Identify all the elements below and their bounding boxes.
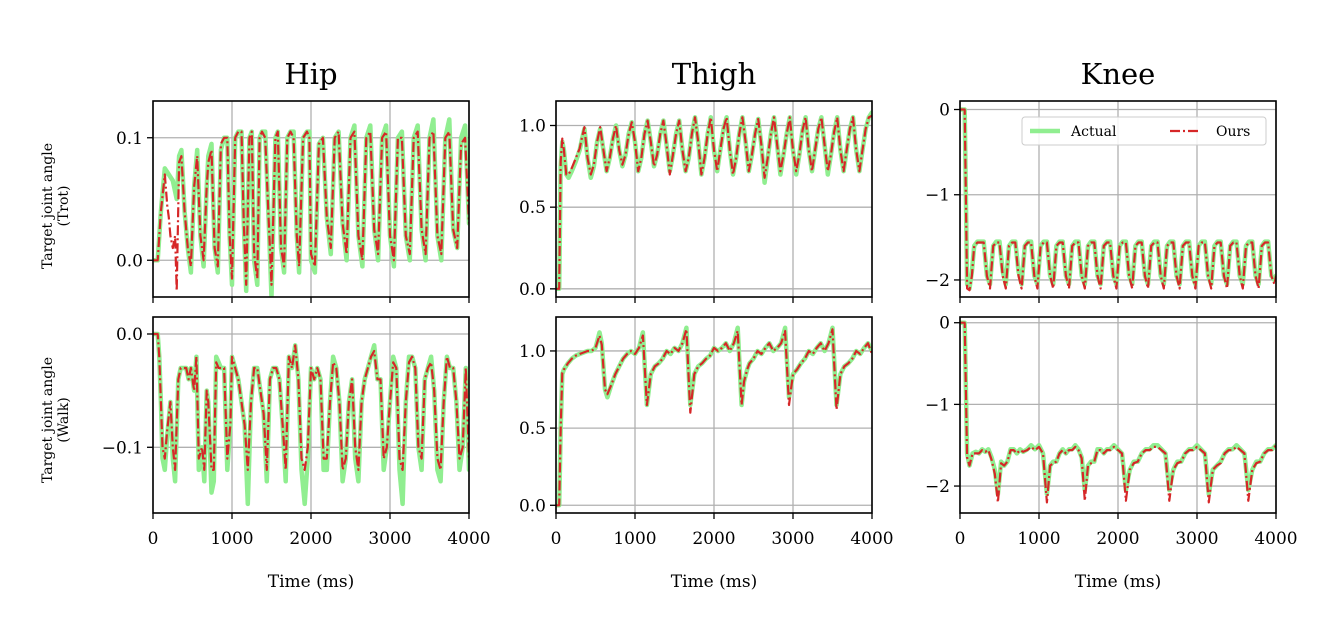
xlabel-knee: Time (ms) — [1075, 572, 1161, 592]
panel-thigh-walk: 0.0 0.5 1.0 0 1000 2000 3000 4000 — [519, 316, 894, 549]
knee-trot-ytick-label-2: 0 — [939, 101, 950, 121]
knee-walk-xtick-label-3: 3000 — [1175, 529, 1218, 549]
legend-ours-label: Ours — [1216, 124, 1250, 140]
hip-walk-xtick-label-2: 2000 — [289, 529, 332, 549]
hip-walk-xtick-label-4: 4000 — [447, 529, 490, 549]
hip-walk-xtick-label-0: 0 — [148, 529, 159, 549]
thigh-walk-ytick-label-0: 0.0 — [519, 496, 546, 516]
col-title-hip: Hip — [284, 57, 337, 91]
thigh-walk-ytick-label-1: 0.5 — [519, 419, 546, 439]
thigh-trot-ytick-label-1: 0.5 — [519, 198, 546, 218]
hip-walk-xtick-label-3: 3000 — [368, 529, 411, 549]
thigh-walk-xtick-label-3: 3000 — [771, 529, 814, 549]
knee-walk-ytick-label-0: −2 — [925, 477, 950, 497]
row-label-walk-line2: (Walk) — [56, 397, 72, 442]
knee-trot-ytick-label-0: −2 — [925, 271, 950, 291]
legend-box — [1021, 116, 1267, 146]
knee-walk-xtick-label-0: 0 — [955, 529, 966, 549]
row-label-walk: Target joint angle (Walk) — [40, 357, 72, 483]
knee-walk-ytick-label-2: 0 — [939, 314, 950, 334]
thigh-walk-ytick-label-2: 1.0 — [519, 342, 546, 362]
legend-actual-label: Actual — [1070, 124, 1117, 140]
knee-walk-xtick-label-1: 1000 — [1017, 529, 1060, 549]
hip-trot-series-ours — [153, 130, 469, 292]
knee-trot-ytick-label-1: −1 — [925, 186, 950, 206]
legend: Actual Ours — [1021, 116, 1267, 146]
panel-knee-trot: −2 −1 0 — [925, 100, 1277, 303]
row-label-walk-line1: Target joint angle — [40, 357, 56, 483]
hip-walk-ytick-label-0: −0.1 — [102, 438, 143, 458]
thigh-walk-xtick-label-4: 4000 — [850, 529, 893, 549]
knee-walk-xtick-label-2: 2000 — [1096, 529, 1139, 549]
col-title-thigh: Thigh — [672, 57, 757, 91]
hip-trot-ytick-label-1: 0.1 — [116, 129, 143, 149]
thigh-walk-xtick-label-0: 0 — [551, 529, 562, 549]
hip-walk-xtick-label-1: 1000 — [210, 529, 253, 549]
thigh-trot-series-ours — [556, 114, 872, 290]
panel-hip-walk: −0.1 0.0 0 1000 2000 3000 4000 — [102, 316, 491, 549]
thigh-trot-ytick-label-0: 0.0 — [519, 280, 546, 300]
panel-thigh-trot: 0.0 0.5 1.0 — [519, 100, 873, 303]
thigh-walk-xtick-label-2: 2000 — [692, 529, 735, 549]
hip-walk-series-ours — [153, 332, 469, 471]
knee-walk-series-ours — [960, 321, 1276, 504]
xlabel-thigh: Time (ms) — [671, 572, 757, 592]
hip-trot-ytick-label-0: 0.0 — [116, 251, 143, 271]
thigh-trot-ytick-label-2: 1.0 — [519, 117, 546, 137]
knee-walk-ytick-label-1: −1 — [925, 395, 950, 415]
hip-walk-ytick-label-1: 0.0 — [116, 325, 143, 345]
col-title-knee: Knee — [1081, 57, 1156, 91]
xlabel-hip: Time (ms) — [268, 572, 354, 592]
panel-knee-walk: −2 −1 0 0 1000 2000 3000 4000 — [925, 314, 1298, 549]
thigh-walk-xtick-label-1: 1000 — [613, 529, 656, 549]
row-label-trot-line1: Target joint angle — [40, 143, 56, 269]
row-label-trot: Target joint angle (Trot) — [40, 143, 72, 269]
panel-hip-trot: 0.0 0.1 — [116, 100, 470, 303]
thigh-walk-series-ours — [556, 328, 872, 507]
knee-trot-series-ours — [960, 108, 1276, 292]
row-label-trot-line2: (Trot) — [56, 185, 72, 226]
knee-walk-xtick-label-4: 4000 — [1254, 529, 1297, 549]
